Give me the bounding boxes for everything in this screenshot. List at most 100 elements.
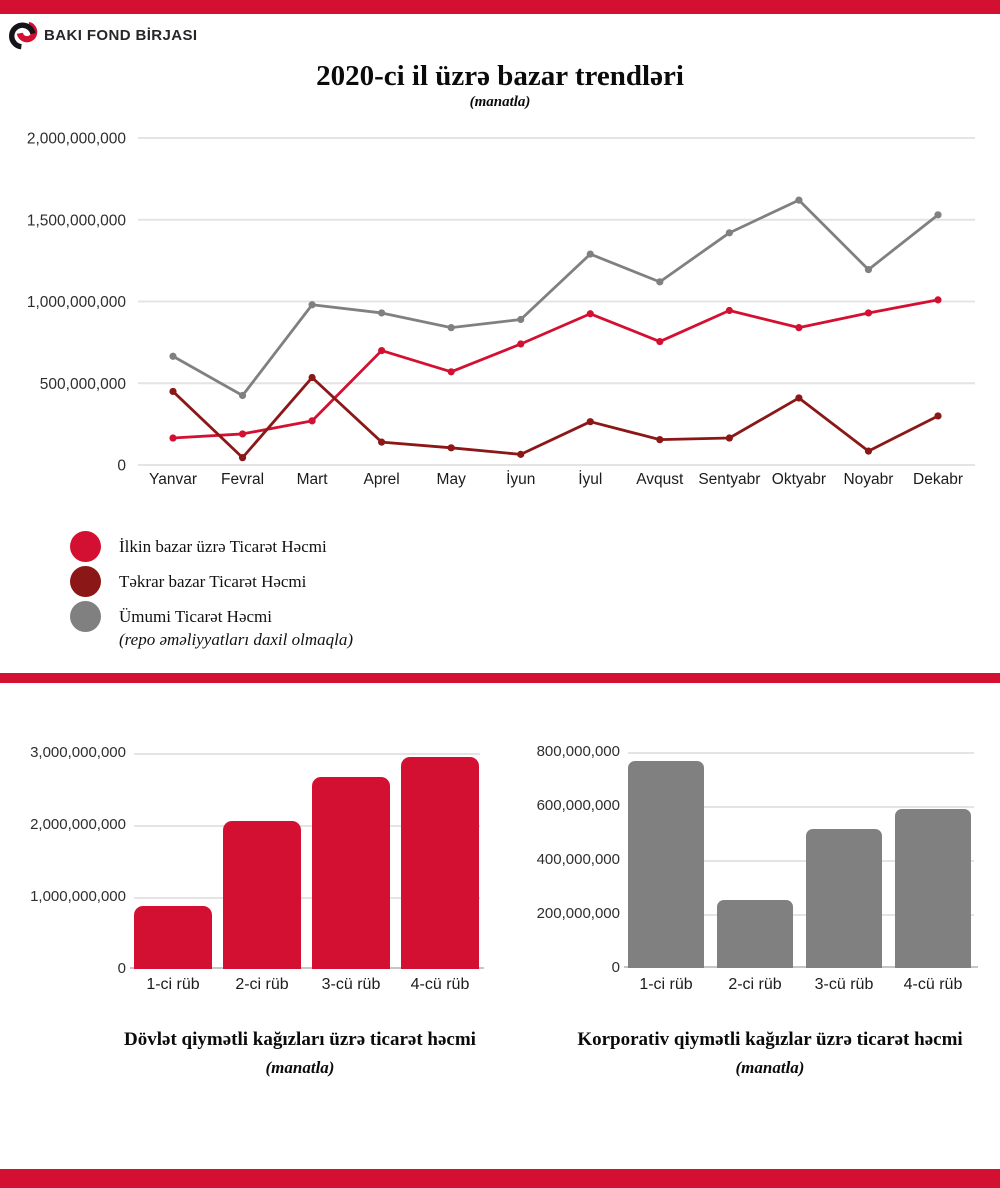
data-point — [308, 301, 316, 309]
x-tick-label: Dekabr — [913, 471, 963, 488]
data-point — [934, 296, 942, 304]
legend-swatch — [70, 601, 101, 632]
legend-swatch — [70, 566, 101, 597]
y-tick-label: 3,000,000,000 — [30, 744, 126, 761]
data-point — [864, 266, 873, 274]
x-tick-label: Fevral — [221, 471, 264, 488]
series-line-1 — [172, 376, 939, 460]
gridline — [628, 914, 974, 916]
legend-item: İlkin bazar üzrə Ticarət Həcmi — [70, 531, 353, 562]
page-title: 2020-ci il üzrə bazar trendləri — [316, 60, 684, 92]
y-tick-label: 2,000,000,000 — [27, 131, 127, 148]
x-tick-label: 3-cü rüb — [321, 976, 381, 993]
bar — [312, 777, 390, 969]
x-tick-label: May — [437, 471, 467, 488]
bar — [717, 900, 793, 968]
gridline — [134, 897, 480, 899]
market-trends-line-chart: 2,000,000,000 1,500,000,000 1,000,000,000 5… — [0, 115, 1000, 500]
data-point — [378, 438, 386, 446]
data-point — [795, 196, 803, 204]
data-point — [795, 324, 803, 332]
y-tick-label: 0 — [117, 960, 126, 977]
chart-legend: İlkin bazar üzrə Ticarət Həcmi Təkrar baz… — [70, 531, 353, 656]
gov-chart-x-axis: 1-ci rüb 2-ci rüb 3-cü rüb 4-cü rüb — [134, 976, 479, 994]
corp-chart-x-axis: 1-ci rüb 2-ci rüb 3-cü rüb 4-cü rüb — [628, 976, 971, 994]
section-divider-bar — [0, 673, 1000, 683]
x-tick-label: Avqust — [636, 471, 684, 488]
data-point — [517, 340, 525, 348]
bar — [401, 757, 479, 969]
data-point — [864, 447, 873, 455]
data-point — [238, 391, 247, 400]
corp-chart-title: Korporativ qiymətli kağızlar üzrə ticarə… — [577, 1029, 963, 1050]
data-point — [238, 430, 247, 438]
legend-item: Təkrar bazar Ticarət Həcmi — [70, 566, 353, 597]
gov-chart-subtitle: (manatla) — [265, 1058, 335, 1077]
bar — [628, 761, 704, 968]
data-point — [238, 454, 247, 462]
data-point — [378, 309, 386, 317]
page-subtitle: (manatla) — [469, 94, 531, 110]
series-line-2 — [172, 198, 939, 397]
series-line-0 — [172, 298, 939, 440]
gridline — [628, 752, 974, 754]
line-chart-svg: 2,000,000,000 1,500,000,000 1,000,000,000 5… — [27, 131, 975, 488]
data-point — [169, 352, 177, 360]
y-tick-label: 200,000,000 — [536, 905, 620, 922]
y-tick-label: 500,000,000 — [40, 376, 127, 393]
legend-label: Ümumi Ticarət Həcmi (repo əməliyyatları d… — [119, 601, 353, 652]
bar — [895, 809, 971, 968]
logo: BAKI FOND BİRJASI — [8, 19, 197, 51]
gridline — [628, 860, 974, 862]
data-point — [725, 229, 733, 237]
bar — [806, 829, 882, 968]
data-point — [517, 450, 525, 458]
y-tick-label: 1,500,000,000 — [27, 212, 127, 229]
data-point — [517, 315, 525, 324]
data-point — [656, 278, 664, 286]
data-point — [934, 211, 942, 219]
x-tick-label: Sentyabr — [698, 471, 760, 488]
data-point — [586, 310, 594, 318]
legend-sublabel: (repo əməliyyatları daxil olmaqla) — [119, 629, 354, 649]
x-tick-label: Mart — [297, 471, 329, 488]
gridline — [134, 753, 480, 755]
legend-label: İlkin bazar üzrə Ticarət Həcmi — [119, 537, 327, 556]
data-point — [586, 418, 594, 426]
x-tick-label: İyun — [506, 470, 535, 488]
gov-chart-title: Dövlət qiymətli kağızları üzrə ticarət h… — [124, 1029, 476, 1050]
y-tick-label: 400,000,000 — [536, 851, 620, 868]
x-tick-label: Yanvar — [149, 471, 197, 488]
y-tick-label: 1,000,000,000 — [30, 888, 126, 905]
data-point — [725, 434, 733, 442]
corp-chart-subtitle: (manatla) — [735, 1058, 805, 1077]
bar — [223, 821, 301, 969]
top-accent-bar — [0, 0, 1000, 14]
brand-name: BAKI FOND BİRJASI — [44, 26, 198, 44]
footer-accent-bar — [0, 1169, 1000, 1188]
x-tick-label: Aprel — [364, 471, 400, 488]
bar — [134, 906, 212, 969]
x-tick-label: 2-ci rüb — [728, 976, 782, 993]
data-point — [169, 387, 177, 396]
data-point — [586, 250, 594, 258]
data-point — [308, 417, 316, 425]
data-point — [656, 436, 664, 444]
x-tick-label: 1-ci rüb — [146, 976, 200, 993]
corp-chart-plot — [624, 752, 978, 968]
y-tick-label: 2,000,000,000 — [30, 816, 126, 833]
y-tick-label: 600,000,000 — [536, 797, 620, 814]
data-point — [725, 306, 733, 315]
x-tick-label: 4-cü rüb — [410, 976, 470, 993]
x-tick-label: 4-cü rüb — [903, 976, 963, 993]
gov-chart-plot — [130, 753, 484, 969]
x-axis-line — [624, 966, 978, 968]
legend-label: Təkrar bazar Ticarət Həcmi — [119, 572, 307, 591]
data-point — [447, 368, 455, 376]
data-point — [934, 412, 942, 420]
legend-item: Ümumi Ticarət Həcmi (repo əməliyyatları d… — [70, 601, 353, 652]
data-point — [864, 309, 873, 317]
data-point — [378, 346, 386, 355]
x-tick-label: 1-ci rüb — [639, 976, 693, 993]
data-point — [447, 444, 455, 452]
